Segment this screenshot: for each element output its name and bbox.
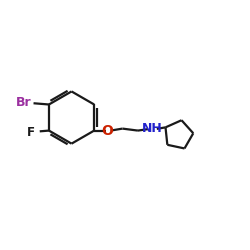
Text: O: O	[101, 124, 113, 138]
Text: NH: NH	[142, 122, 163, 134]
Text: F: F	[27, 126, 35, 139]
Text: Br: Br	[16, 96, 32, 109]
